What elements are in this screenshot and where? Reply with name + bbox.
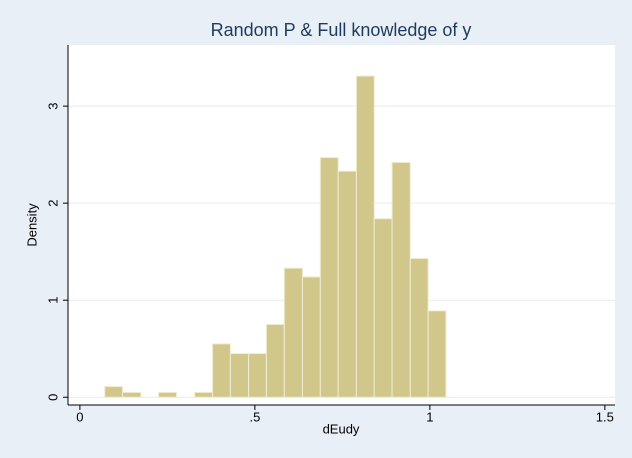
bar [122,391,142,398]
x-tick-label: 0 [76,409,83,424]
bar [212,343,231,398]
y-tick-label: 2 [45,200,60,207]
bar [301,276,321,398]
bar [409,257,429,398]
x-tick-label: 1 [426,409,433,424]
bar [373,218,393,398]
x-tick-label: .5 [249,409,260,424]
bar [283,267,303,398]
bar [265,323,285,398]
y-axis-label: Density [24,203,39,247]
x-axis-label: dEudy [323,421,360,436]
bar [427,310,447,398]
y-tick-label: 3 [45,103,60,110]
bar [337,170,357,398]
bar [229,353,250,398]
bar [355,75,375,398]
bar [248,353,267,398]
bar [319,157,339,398]
bar [194,391,214,398]
y-tick-label: 0 [45,394,60,401]
chart-title: Random P & Full knowledge of y [211,20,472,40]
y-tick-label: 1 [45,297,60,304]
bar [391,161,411,398]
x-tick-label: 1.5 [596,409,614,424]
bar [104,386,124,398]
bar [158,391,177,398]
